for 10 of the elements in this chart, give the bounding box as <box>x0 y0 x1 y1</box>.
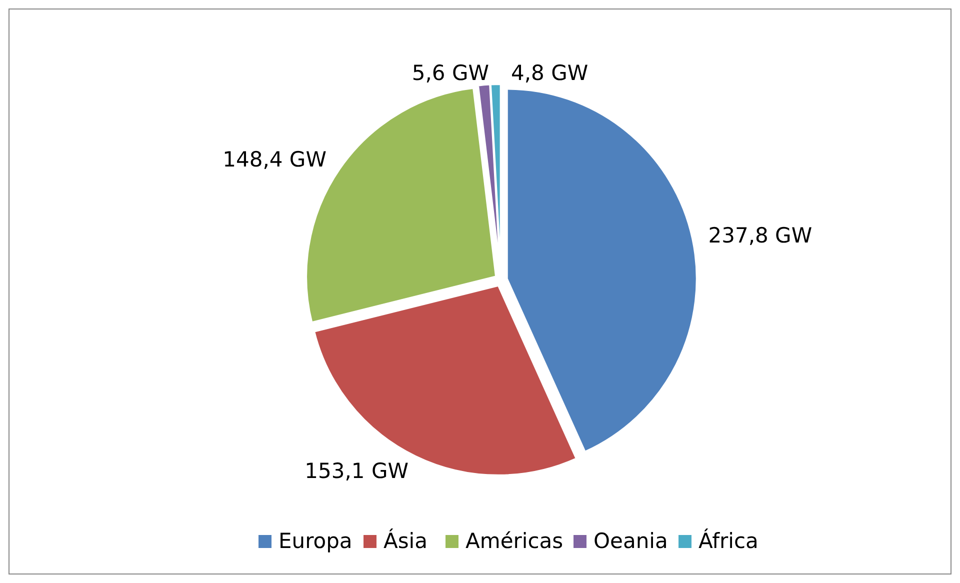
legend-label: Ásia <box>384 528 428 553</box>
data-label: 237,8 GW <box>708 223 812 248</box>
legend-label: Américas <box>466 529 564 553</box>
data-label: 148,4 GW <box>222 148 327 172</box>
data-label: 153,1 GW <box>304 458 409 483</box>
legend-label: Europa <box>278 529 352 553</box>
legend-label: África <box>698 528 758 553</box>
data-label: 5,6 GW <box>412 61 490 85</box>
legend-label: Oeania <box>594 529 668 553</box>
data-label: 4,8 GW <box>511 61 588 85</box>
